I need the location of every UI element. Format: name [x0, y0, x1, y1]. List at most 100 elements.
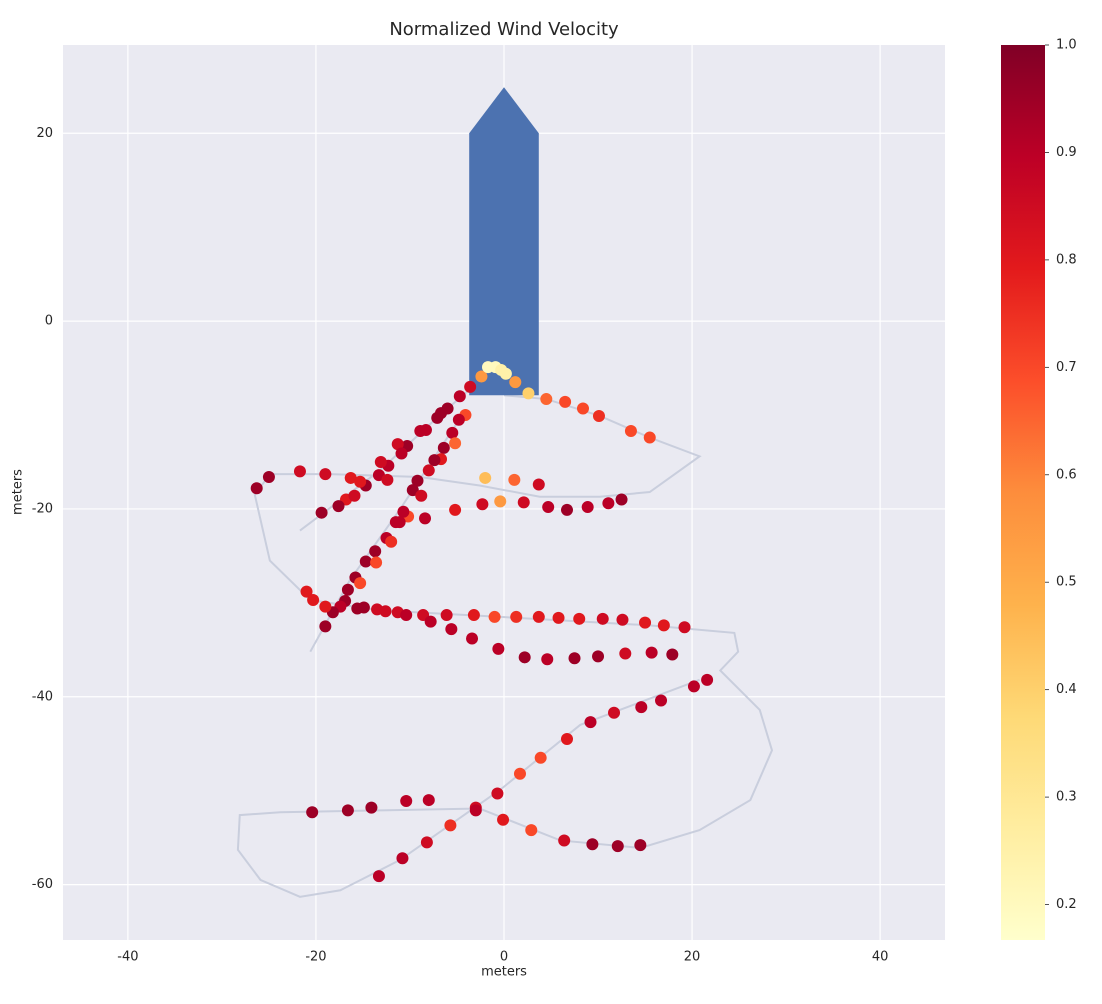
data-point — [428, 454, 441, 467]
data-point — [678, 621, 691, 634]
data-point — [643, 431, 656, 444]
data-point — [365, 801, 378, 814]
data-point — [488, 610, 501, 623]
data-point — [611, 840, 624, 853]
data-point — [437, 441, 450, 454]
data-point — [300, 585, 313, 598]
data-point — [476, 498, 489, 511]
data-point — [634, 839, 647, 852]
data-point — [584, 716, 597, 729]
colorbar-tick-label: 0.7 — [1056, 360, 1077, 375]
data-point — [517, 496, 530, 509]
data-point — [395, 447, 408, 460]
colorbar-tick-label: 1.0 — [1056, 38, 1077, 53]
data-point — [586, 838, 599, 851]
data-point — [419, 512, 432, 525]
data-point — [449, 503, 462, 516]
data-point — [453, 390, 466, 403]
x-tick-label: 20 — [684, 950, 701, 965]
data-point — [645, 646, 658, 659]
data-point — [341, 583, 354, 596]
data-point — [332, 500, 345, 513]
data-point — [619, 647, 632, 660]
y-tick-label: -40 — [32, 689, 53, 704]
data-point — [467, 609, 480, 622]
data-point — [293, 465, 306, 478]
data-point — [666, 648, 679, 661]
chart-title: Normalized Wind Velocity — [389, 19, 619, 40]
y-axis-label: meters — [11, 469, 26, 515]
data-point — [592, 409, 605, 422]
data-point — [319, 600, 332, 613]
data-point — [499, 367, 512, 380]
colorbar-tick-label: 0.5 — [1056, 575, 1077, 590]
data-point — [354, 475, 367, 488]
x-tick-label: -20 — [305, 950, 326, 965]
data-point — [374, 455, 387, 468]
colorbar-tick-label: 0.8 — [1056, 252, 1077, 267]
data-point — [576, 402, 589, 415]
data-point — [616, 613, 629, 626]
data-point — [701, 673, 714, 686]
data-point — [344, 471, 357, 484]
data-point — [615, 493, 628, 506]
colorbar-tick-label: 0.3 — [1056, 790, 1077, 805]
data-point — [400, 609, 413, 622]
data-point — [315, 506, 328, 519]
data-point — [319, 620, 332, 633]
data-point — [431, 411, 444, 424]
data-point — [397, 505, 410, 518]
data-point — [449, 437, 462, 450]
data-point — [406, 484, 419, 497]
data-point — [561, 733, 573, 746]
x-tick-label: 40 — [872, 950, 889, 965]
data-point — [513, 767, 526, 780]
data-point — [596, 612, 609, 625]
data-point — [354, 577, 367, 590]
arrow — [469, 87, 539, 396]
colorbar-tick-label: 0.9 — [1056, 145, 1077, 160]
y-tick-label: -20 — [32, 501, 53, 516]
x-tick-label: -40 — [117, 950, 138, 965]
data-point — [510, 610, 523, 623]
data-point — [635, 701, 648, 714]
data-point — [381, 473, 394, 486]
colorbar-tick-label: 0.2 — [1056, 897, 1077, 912]
data-point — [657, 619, 670, 632]
data-point — [534, 751, 547, 764]
colorbar — [1001, 45, 1045, 940]
data-point — [379, 605, 392, 618]
data-point — [687, 680, 700, 693]
data-point — [445, 623, 458, 636]
data-point — [568, 652, 581, 665]
data-point — [369, 545, 382, 558]
data-point — [559, 395, 572, 408]
data-point — [509, 376, 522, 389]
data-point — [306, 806, 319, 819]
x-axis-label: meters — [481, 965, 527, 980]
data-point — [508, 473, 521, 486]
data-point — [420, 836, 433, 849]
data-point — [359, 555, 372, 568]
data-point — [400, 795, 413, 808]
data-point — [558, 834, 571, 847]
data-point — [391, 438, 404, 451]
data-point — [608, 706, 621, 719]
colorbar-tick-label: 0.4 — [1056, 682, 1077, 697]
y-tick-label: 20 — [36, 126, 53, 141]
data-point — [639, 616, 652, 629]
data-point — [452, 413, 465, 426]
data-point — [414, 424, 427, 437]
data-point — [541, 653, 554, 666]
data-point — [440, 609, 453, 622]
data-point — [540, 393, 553, 406]
data-point — [518, 651, 531, 664]
data-point — [466, 632, 479, 645]
data-point — [415, 489, 428, 502]
data-point — [561, 503, 573, 516]
data-point — [624, 424, 637, 437]
data-point — [497, 813, 510, 826]
data-point — [385, 535, 398, 548]
